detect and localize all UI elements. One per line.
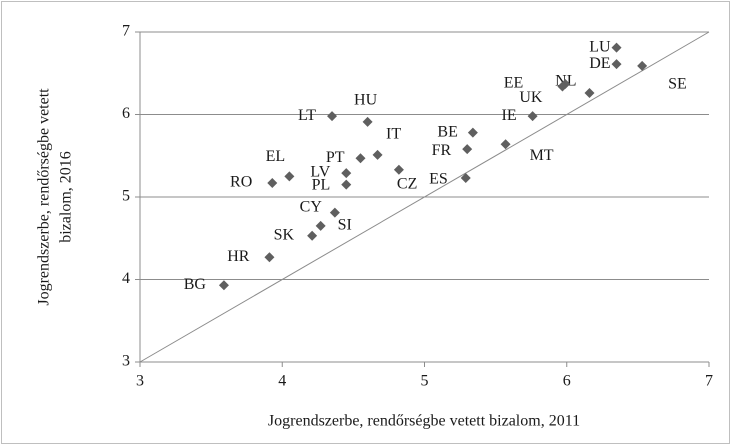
diagonal <box>139 31 710 363</box>
point <box>637 60 648 71</box>
point <box>307 230 318 241</box>
point <box>267 177 278 188</box>
point <box>355 153 366 164</box>
y-axis-label: bizalom, 2016 <box>58 151 75 243</box>
point <box>341 179 352 190</box>
point-label: DE <box>589 55 610 72</box>
point-label: BG <box>184 276 207 293</box>
x-tick-label: 4 <box>278 373 286 390</box>
point <box>284 171 295 182</box>
point <box>218 280 229 291</box>
point-label: LT <box>298 107 316 124</box>
point <box>460 173 471 184</box>
point-label: PT <box>326 149 345 166</box>
x-tick-label: 6 <box>563 373 571 390</box>
point-label: RO <box>230 174 252 191</box>
point <box>557 81 568 92</box>
point-label: LV <box>310 164 330 181</box>
point-label: IE <box>502 107 517 124</box>
point <box>393 164 404 175</box>
point-label: CY <box>300 198 323 215</box>
point-label: EE <box>504 75 524 92</box>
y-tick-label: 4 <box>122 270 130 287</box>
point-label: SE <box>668 75 687 92</box>
y-tick-label: 7 <box>122 23 130 40</box>
point-label: PL <box>312 176 331 193</box>
point-label: LU <box>589 38 611 55</box>
y-axis-label: Jogrendszerbe, rendőrségbe vetett <box>36 88 53 306</box>
point <box>462 144 473 155</box>
y-tick-label: 5 <box>122 188 130 205</box>
x-axis-label: Jogrendszerbe, rendőrségbe vetett bizalo… <box>268 413 580 430</box>
point <box>467 127 478 138</box>
point <box>611 42 622 53</box>
x-tick-label: 5 <box>421 373 429 390</box>
point <box>500 139 511 150</box>
point <box>584 88 595 99</box>
y-tick-label: 6 <box>122 105 130 122</box>
y-tick-label: 3 <box>122 353 130 370</box>
point-label: BE <box>437 123 457 140</box>
point-label: SI <box>338 217 352 234</box>
point-label: MT <box>530 147 554 164</box>
point-label: ES <box>429 171 448 188</box>
point <box>362 116 373 127</box>
point <box>329 207 340 218</box>
point-label: SK <box>274 226 295 243</box>
point <box>327 111 338 122</box>
point-label: CZ <box>397 175 417 192</box>
point <box>315 220 326 231</box>
point-label: HU <box>354 92 378 109</box>
x-tick-label: 7 <box>705 373 713 390</box>
point <box>611 59 622 70</box>
point-label: HR <box>227 248 250 265</box>
point-label: UK <box>519 89 543 106</box>
point-label: FR <box>432 142 452 159</box>
point <box>341 168 352 179</box>
point-label: IT <box>386 126 401 143</box>
point <box>527 111 538 122</box>
point-label: EL <box>266 148 286 165</box>
point <box>264 252 275 263</box>
x-tick-label: 3 <box>136 373 144 390</box>
point <box>372 149 383 160</box>
